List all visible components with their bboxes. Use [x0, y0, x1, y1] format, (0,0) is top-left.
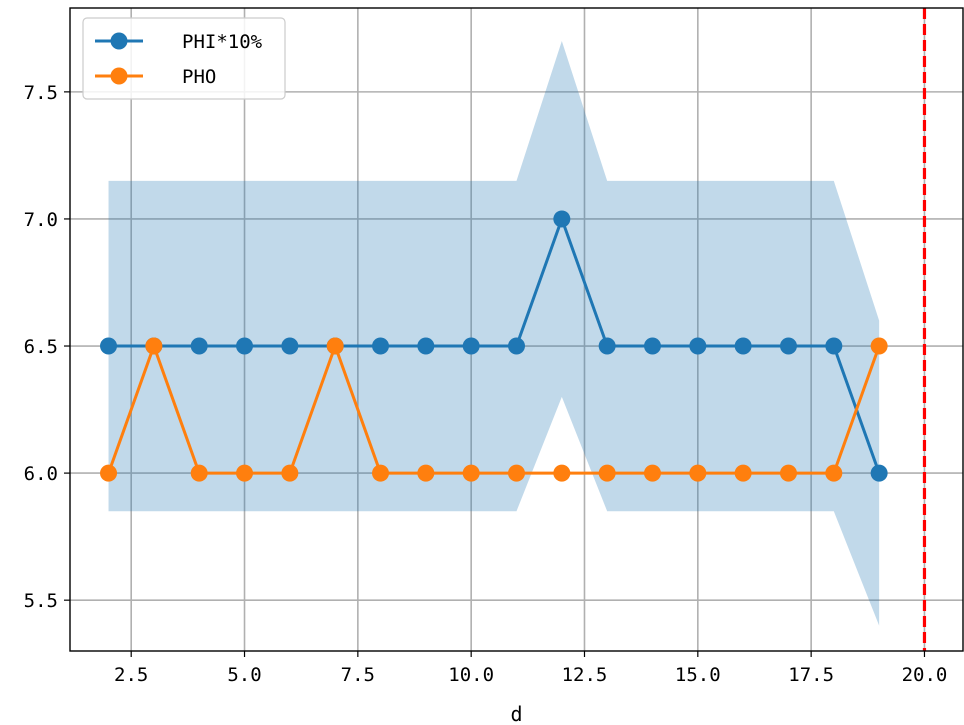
data-point	[281, 464, 299, 482]
data-point	[145, 337, 163, 355]
legend-marker	[110, 67, 128, 85]
x-tick-label: 10.0	[448, 664, 494, 686]
confidence-band	[108, 41, 880, 626]
legend-label: PHI*10%	[182, 31, 263, 53]
x-axis-label: d	[510, 702, 522, 725]
data-point	[372, 464, 390, 482]
legend-label: PHO	[182, 66, 216, 88]
data-point	[417, 464, 435, 482]
data-point	[825, 337, 843, 355]
x-tick-label: 2.5	[114, 664, 148, 686]
legend: PHI*10% PHO	[82, 17, 286, 100]
data-point	[870, 464, 888, 482]
legend-marker	[110, 32, 128, 50]
legend-box	[82, 17, 286, 100]
x-tick-label: 20.0	[902, 664, 948, 686]
data-point	[190, 464, 208, 482]
data-point	[508, 464, 525, 482]
x-tick-label: 15.0	[675, 664, 721, 686]
data-point	[281, 337, 299, 355]
y-tick-label: 7.5	[24, 82, 58, 104]
data-point	[734, 464, 752, 482]
y-tick-label: 6.0	[24, 463, 58, 485]
data-point	[417, 337, 435, 355]
data-point	[643, 337, 661, 355]
data-point	[190, 337, 208, 355]
x-tick-label: 7.5	[341, 664, 375, 686]
y-tick-label: 6.5	[24, 336, 58, 358]
data-point	[462, 337, 480, 355]
data-point	[734, 337, 752, 355]
x-tick-label: 12.5	[562, 664, 608, 686]
fill-between-band	[108, 41, 880, 626]
data-point	[236, 464, 254, 482]
data-point	[100, 464, 118, 482]
plot-frame	[69, 7, 964, 652]
data-point	[598, 337, 616, 355]
data-point	[779, 337, 797, 355]
x-tick-label: 17.5	[788, 664, 834, 686]
x-tick-label: 5.0	[227, 664, 261, 686]
axis-ticks: 2.5 5.0 7.5 10.0 12.5 15.0 17.5 20.0 5.5 6.0 6.5 7.…	[24, 82, 948, 686]
data-point	[779, 464, 797, 482]
data-point	[870, 337, 888, 355]
y-tick-label: 7.0	[24, 209, 58, 231]
series-2	[100, 337, 888, 482]
data-point	[326, 337, 344, 355]
series-group	[100, 210, 888, 482]
data-point	[100, 337, 118, 355]
data-point	[553, 464, 571, 482]
data-point	[462, 464, 480, 482]
data-point	[372, 337, 390, 355]
data-point	[689, 337, 707, 355]
data-point	[825, 464, 843, 482]
data-point	[643, 464, 661, 482]
data-point	[598, 464, 616, 482]
data-point	[508, 337, 525, 355]
data-point	[689, 464, 707, 482]
data-point	[236, 337, 254, 355]
y-tick-label: 5.5	[24, 590, 58, 612]
data-point	[553, 210, 571, 228]
